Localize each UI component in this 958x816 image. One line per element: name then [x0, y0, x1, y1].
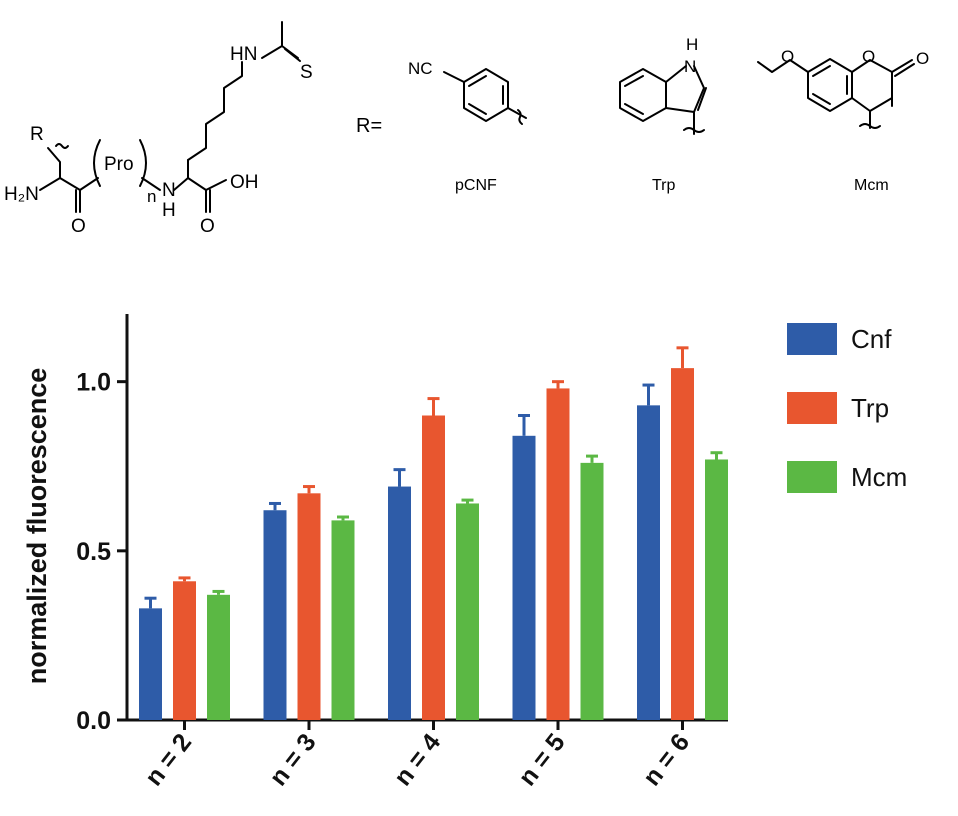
mcm-ring-o-label: O — [862, 47, 875, 66]
amide-h-label: H — [162, 200, 176, 221]
pcnf-nc-label: NC — [408, 59, 433, 78]
legend-label-mcm: Mcm — [851, 462, 907, 492]
legend-label-cnf: Cnf — [851, 324, 892, 354]
x-tick-label: n = 2 — [140, 728, 198, 791]
mcm-carbonyl-o-label: O — [916, 49, 929, 68]
x-tick-label: n = 5 — [513, 728, 571, 791]
bar-cnf-5 — [637, 405, 660, 720]
mcm-name: Mcm — [854, 177, 889, 194]
trp-name: Trp — [652, 177, 676, 194]
y-axis-label: normalized fluorescence — [22, 368, 52, 685]
bar-cnf-3 — [388, 486, 411, 720]
thioamide-hn-label: HN — [230, 44, 257, 65]
x-tick-label: n = 3 — [264, 728, 322, 791]
bar-mcm-4 — [580, 462, 604, 720]
peptide-structure — [39, 21, 301, 213]
x-tick-label: n = 6 — [638, 728, 696, 791]
trp-h-label: H — [686, 35, 698, 54]
y-tick-label: 0.5 — [76, 538, 111, 566]
amide-n-label: N — [162, 180, 176, 201]
legend-swatch-mcm — [787, 461, 837, 493]
bar-trp-3 — [422, 415, 445, 720]
legend: Cnf Trp Mcm — [787, 323, 907, 493]
mcm-methoxy-o-label: O — [781, 47, 794, 66]
bar-trp-1 — [173, 581, 196, 720]
bar-trp-5 — [671, 368, 694, 720]
pcnf-structure — [443, 68, 527, 125]
acid-o-label: O — [200, 216, 215, 237]
thioamide-s-label: S — [300, 62, 313, 83]
acid-oh-label: OH — [230, 172, 259, 193]
r-label: R — [30, 124, 44, 145]
n-label: n — [147, 187, 156, 206]
carbonyl-o-label: O — [71, 216, 86, 237]
bar-mcm-1 — [207, 594, 230, 720]
bar-mcm-2 — [331, 520, 355, 720]
nh2-label: H₂N — [4, 184, 39, 205]
y-tick-label: 1.0 — [76, 369, 111, 397]
bar-cnf-2 — [263, 510, 287, 720]
bar-cnf-4 — [512, 435, 536, 720]
bar-mcm-5 — [705, 459, 728, 720]
y-tick-label: 0.0 — [76, 707, 111, 735]
y-ticks: 0.0 0.5 1.0 — [76, 369, 127, 735]
pcnf-name: pCNF — [455, 177, 497, 194]
x-tick-label: n = 4 — [389, 728, 447, 791]
bar-cnf-1 — [139, 608, 162, 720]
pro-label: Pro — [104, 154, 134, 175]
bar-trp-2 — [297, 493, 321, 720]
legend-swatch-cnf — [787, 323, 837, 355]
mcm-structure — [757, 58, 915, 129]
legend-label-trp: Trp — [851, 393, 889, 423]
bar-mcm-3 — [456, 503, 479, 720]
bar-trp-4 — [546, 388, 570, 720]
legend-swatch-trp — [787, 392, 837, 424]
r-equals-label: R= — [356, 115, 382, 137]
trp-n-label: N — [684, 57, 696, 76]
x-ticks: n = 2 n = 3 n = 4 n = 5 n = 6 — [140, 720, 696, 791]
bars — [139, 346, 728, 720]
trp-structure — [619, 65, 707, 135]
chemical-structures: R H₂N O Pro n N H OH O HN S R= NC pCNF — [4, 21, 929, 237]
